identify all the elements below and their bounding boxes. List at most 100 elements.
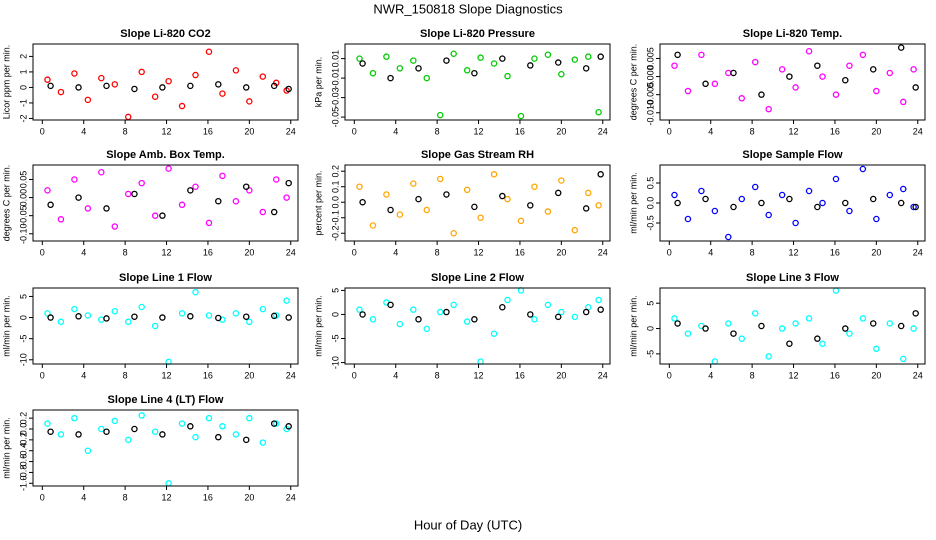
data-point xyxy=(259,439,267,446)
data-point xyxy=(814,203,821,211)
data-point xyxy=(131,425,138,433)
data-point xyxy=(165,165,172,172)
data-point xyxy=(711,80,719,88)
x-tick-label: 0 xyxy=(352,126,357,136)
plot-frame xyxy=(344,43,611,121)
data-point xyxy=(504,72,511,80)
y-axis-label: percent per min. xyxy=(313,170,323,235)
data-point xyxy=(544,208,552,215)
data-point xyxy=(84,205,92,212)
y-tick-label: 2 xyxy=(18,54,28,59)
x-tick-label: 12 xyxy=(789,247,799,257)
data-point xyxy=(124,190,132,198)
data-point xyxy=(554,313,562,321)
data-point xyxy=(259,305,267,313)
data-point xyxy=(450,50,457,57)
data-point xyxy=(886,320,894,327)
y-axis-label: degrees C per min. xyxy=(1,165,11,242)
data-point xyxy=(463,186,471,194)
data-point xyxy=(859,165,867,173)
data-point xyxy=(359,60,366,67)
data-point xyxy=(477,358,484,365)
y-tick-label: 1 xyxy=(18,69,28,74)
panel-title: Slope Li-820 Temp. xyxy=(743,28,842,40)
data-point xyxy=(597,306,604,313)
data-point xyxy=(270,312,278,320)
x-tick-label: 12 xyxy=(474,247,484,257)
data-point xyxy=(792,84,799,91)
data-point xyxy=(369,69,377,77)
data-point xyxy=(471,316,478,323)
data-point xyxy=(131,313,138,320)
panel-title: Slope Gas Stream RH xyxy=(421,149,534,161)
data-point xyxy=(597,53,604,60)
y-tick-label: -0.010 xyxy=(645,100,655,126)
data-point xyxy=(396,320,404,328)
panel-title: Slope Li-820 Pressure xyxy=(420,28,535,40)
x-tick-label: 12 xyxy=(474,370,484,380)
data-point xyxy=(571,313,579,321)
x-tick-label: 0 xyxy=(40,370,45,380)
data-point xyxy=(84,312,92,319)
data-point xyxy=(215,197,222,205)
data-point xyxy=(684,215,692,223)
data-point xyxy=(270,82,278,90)
x-tick-label: 24 xyxy=(286,247,296,257)
data-point xyxy=(819,199,826,207)
data-point xyxy=(805,47,813,55)
x-tick-label: 0 xyxy=(667,370,672,380)
data-point xyxy=(582,205,590,212)
data-point xyxy=(910,325,917,332)
data-point xyxy=(159,314,166,321)
data-point xyxy=(912,84,919,91)
data-point xyxy=(674,199,681,207)
x-tick-label: 20 xyxy=(244,247,254,257)
y-tick-label: 5 xyxy=(18,294,28,299)
x-tick-label: 20 xyxy=(556,247,566,257)
data-point xyxy=(450,301,457,309)
page-title: NWR_150818 Slope Diagnostics xyxy=(373,1,563,16)
data-point xyxy=(369,222,377,229)
x-tick-label: 0 xyxy=(667,126,672,136)
data-point xyxy=(499,192,506,200)
x-tick-label: 8 xyxy=(123,492,128,502)
x-axis-label: Hour of Day (UTC) xyxy=(414,517,522,532)
data-point xyxy=(674,320,681,327)
y-tick-label: -10 xyxy=(330,356,340,369)
data-point xyxy=(187,423,194,430)
data-point xyxy=(463,318,471,325)
data-point xyxy=(730,330,737,337)
x-tick-label: 8 xyxy=(750,247,755,257)
y-tick-label: 0 xyxy=(330,312,340,317)
x-tick-label: 0 xyxy=(352,370,357,380)
data-point xyxy=(558,308,565,316)
x-tick-label: 12 xyxy=(162,492,172,502)
y-axis-label: degrees C per min. xyxy=(628,44,638,121)
data-point xyxy=(215,433,222,441)
x-tick-label: 20 xyxy=(871,247,881,257)
plot-frame xyxy=(32,43,299,121)
data-point xyxy=(75,313,82,320)
y-axis-label: ml/min per min. xyxy=(313,295,323,357)
x-tick-label: 8 xyxy=(750,126,755,136)
data-point xyxy=(684,330,692,337)
x-tick-label: 4 xyxy=(81,247,86,257)
data-point xyxy=(178,102,186,110)
data-point xyxy=(124,436,132,444)
data-point xyxy=(758,91,765,98)
data-point xyxy=(259,73,267,80)
data-point xyxy=(443,308,450,316)
y-tick-label: -0.05 xyxy=(330,107,340,128)
data-point xyxy=(702,325,709,332)
data-point xyxy=(111,417,119,425)
data-point xyxy=(47,428,54,435)
x-tick-label: 4 xyxy=(393,247,398,257)
data-point xyxy=(103,205,110,212)
data-point xyxy=(517,112,525,120)
y-tick-label: 5 xyxy=(645,301,655,306)
x-tick-label: 8 xyxy=(750,370,755,380)
panel-title: Slope Sample Flow xyxy=(742,149,843,161)
y-tick-label: -0.2 xyxy=(18,432,28,448)
data-point xyxy=(246,318,253,326)
panel-title: Slope Li-820 CO2 xyxy=(120,28,210,40)
